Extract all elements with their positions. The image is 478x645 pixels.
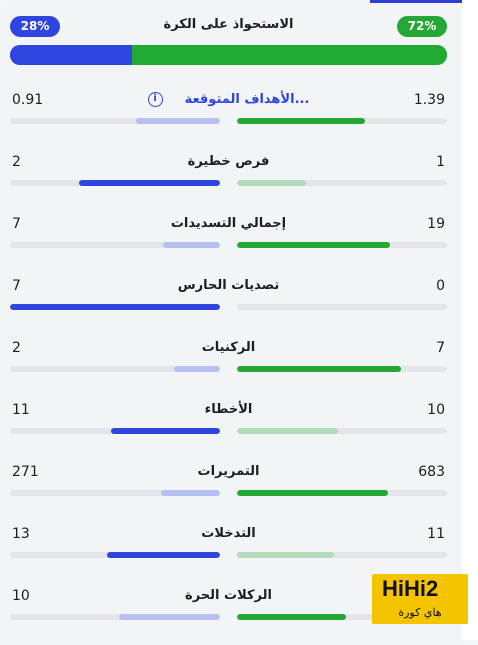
stat-row: 10 الركلات الحرة [10,588,447,638]
stat-label-text: تصديات الحارس [177,278,280,293]
stat-home-value: 19 [427,216,445,232]
stat-label: فرص خطيرة [70,154,387,169]
stat-label: الأخطاء [70,402,387,417]
stat-row: 0.91 i الأهداف المتوقعة... 1.39 [10,92,447,142]
stat-label-text: التمريرات [197,464,260,479]
stat-home-track [237,366,447,372]
stat-away-track [10,490,220,496]
stat-home-fill [237,118,366,124]
possession-header: 28% الاستحواذ على الكرة 72% [10,12,447,42]
stat-away-fill [119,614,220,620]
stat-away-value: 11 [12,402,30,418]
stat-away-fill [136,118,220,124]
stat-away-track [10,118,220,124]
stat-away-value: 7 [12,278,21,294]
stat-label: التمريرات [70,464,387,479]
stat-row: 13 التدخلات 11 [10,526,447,576]
stat-label: الركنيات [70,340,387,355]
stat-home-fill [237,242,391,248]
stat-away-value: 2 [12,340,21,356]
stat-away-fill [10,304,220,310]
stat-away-track [10,614,220,620]
stat-away-track [10,428,220,434]
stat-label-text: فرص خطيرة [187,154,270,169]
away-possession-badge: 28% [10,16,60,37]
stat-home-track [237,304,447,310]
stat-home-value: 1.39 [413,92,445,108]
stat-home-value: 10 [427,402,445,418]
stat-away-fill [163,242,220,248]
stat-row: 271 التمريرات 683 [10,464,447,514]
stat-label: التدخلات [70,526,387,541]
possession-bar [10,45,447,65]
stat-away-track [10,366,220,372]
stat-home-value: 0 [436,278,445,294]
stat-home-fill [237,180,307,186]
stat-away-track [10,304,220,310]
possession-bar-home [132,45,447,65]
stat-away-fill [173,366,220,372]
stat-row: 7 تصديات الحارس 0 [10,278,447,328]
stat-label-text: الأخطاء [204,402,253,417]
stat-away-fill [106,552,220,558]
stat-away-value: 10 [12,588,30,604]
stat-away-fill [79,180,220,186]
stat-label: إجمالي التسديدات [70,216,387,231]
stat-home-fill [237,366,401,372]
stat-away-track [10,552,220,558]
stat-away-value: 7 [12,216,21,232]
stat-away-fill [161,490,220,496]
stat-home-track [237,180,447,186]
watermark-brand: HiHi2 [382,576,439,601]
stat-away-fill [110,428,220,434]
stat-home-track [237,490,447,496]
stat-home-value: 683 [418,464,445,480]
stat-label-text: التدخلات [201,526,256,541]
stat-home-track [237,242,447,248]
stat-home-value: 11 [427,526,445,542]
stat-home-track [237,552,447,558]
stat-away-value: 2 [12,154,21,170]
stat-away-value: 13 [12,526,30,542]
stat-home-fill [237,490,389,496]
stat-home-fill [237,552,334,558]
stat-row: 11 الأخطاء 10 [10,402,447,452]
possession-bar-away [10,45,133,65]
stat-home-value: 7 [436,340,445,356]
stat-home-track [237,118,447,124]
stat-away-value: 0.91 [12,92,44,108]
watermark-logo: HiHi2 هاي كورة [372,574,468,624]
stat-row: 2 الركنيات 7 [10,340,447,390]
stat-home-fill [237,614,347,620]
stat-label-text: الأهداف المتوقعة... [184,92,310,107]
page-gutter [462,0,478,640]
stat-away-track [10,180,220,186]
watermark-subtitle: هاي كورة [398,606,442,619]
stat-away-value: 271 [12,464,39,480]
stat-label-text: الركنيات [201,340,256,355]
stat-label: الركلات الحرة [70,588,387,603]
match-stats-panel [6,5,462,645]
stat-label[interactable]: i الأهداف المتوقعة... [70,92,387,107]
stat-home-track [237,428,447,434]
stat-away-track [10,242,220,248]
info-icon[interactable]: i [147,92,163,107]
stat-home-track [237,614,447,620]
possession-title: الاستحواذ على الكرة [163,17,294,32]
stat-label-text: إجمالي التسديدات [170,216,287,231]
stat-row: 7 إجمالي التسديدات 19 [10,216,447,266]
stat-home-fill [237,428,338,434]
home-possession-badge: 72% [397,16,447,37]
stat-home-value: 1 [436,154,445,170]
stat-label-text: الركلات الحرة [185,588,272,603]
top-accent-line [370,0,478,3]
stat-label: تصديات الحارس [70,278,387,293]
stat-row: 2 فرص خطيرة 1 [10,154,447,204]
